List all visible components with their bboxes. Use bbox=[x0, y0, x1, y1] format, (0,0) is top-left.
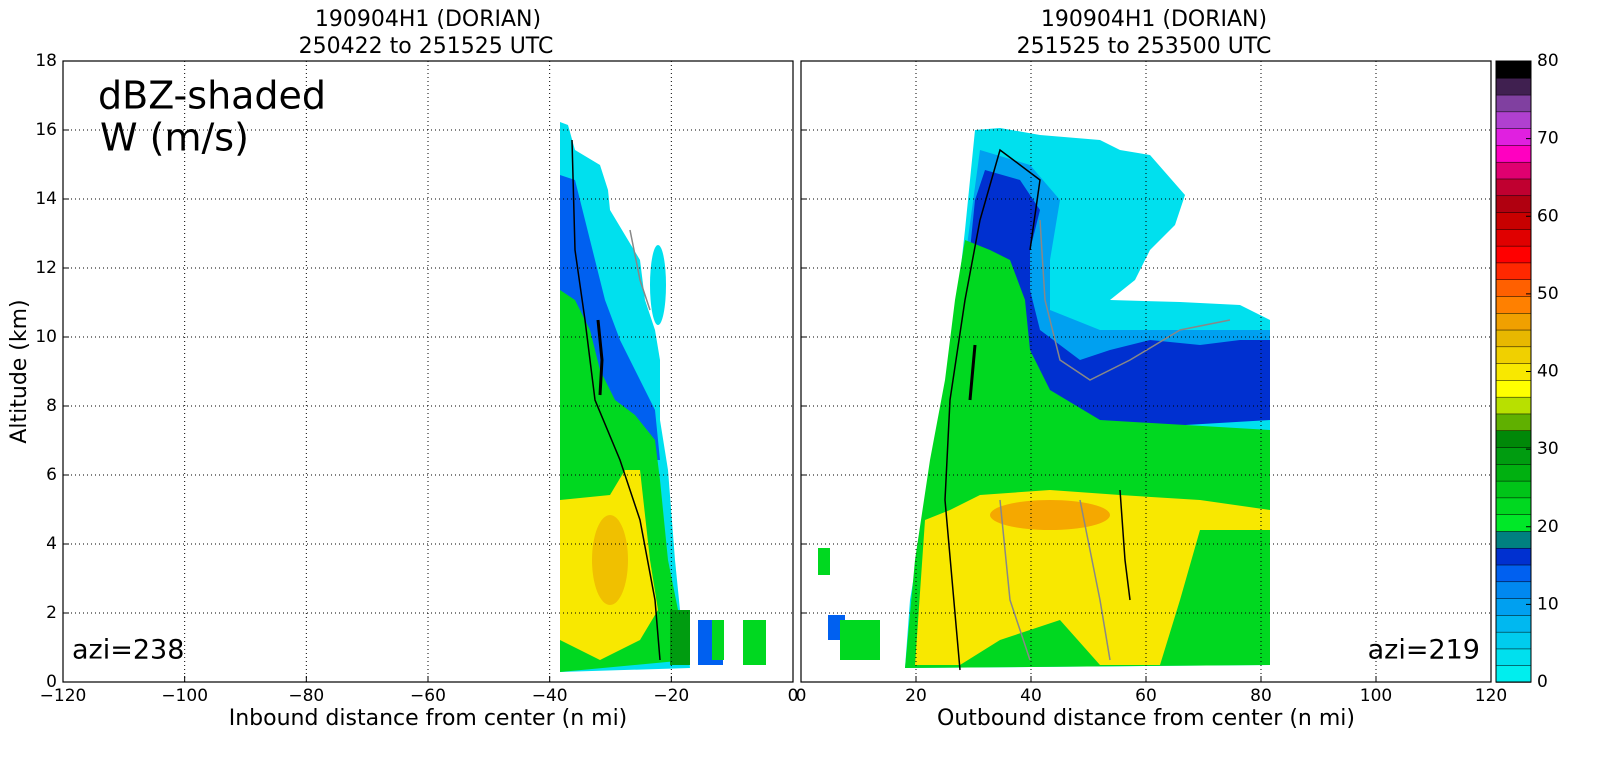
colorbar-tick-label: 0 bbox=[1537, 672, 1548, 692]
colorbar-band bbox=[1495, 463, 1532, 482]
colorbar-band bbox=[1495, 161, 1532, 180]
colorbar-tick-label: 20 bbox=[1537, 517, 1559, 537]
annotation: azi=219 bbox=[1368, 635, 1480, 666]
x-tick-label: 0 bbox=[788, 686, 799, 706]
colorbar-band bbox=[1495, 446, 1532, 465]
colorbar-band bbox=[1495, 312, 1532, 331]
x-tick-label: −60 bbox=[410, 686, 446, 706]
colorbar-tick-label: 30 bbox=[1537, 439, 1559, 459]
y-tick-label: 18 bbox=[35, 51, 57, 71]
x-tick-label: 60 bbox=[1135, 686, 1157, 706]
colorbar-tick-label: 40 bbox=[1537, 362, 1559, 382]
y-tick-label: 16 bbox=[35, 120, 57, 140]
annotation: azi=238 bbox=[72, 635, 184, 666]
x-tick-label: 40 bbox=[1020, 686, 1042, 706]
plot-frame bbox=[800, 60, 1492, 683]
y-tick-label: 4 bbox=[46, 534, 57, 554]
colorbar-tick-label: 10 bbox=[1537, 594, 1559, 614]
chart-title: 190904H1 (DORIAN) bbox=[315, 7, 541, 32]
colorbar-band bbox=[1495, 497, 1532, 515]
y-tick-label: 2 bbox=[46, 603, 57, 623]
colorbar-band bbox=[1495, 127, 1532, 146]
colorbar-band bbox=[1495, 211, 1532, 230]
colorbar-band bbox=[1495, 77, 1532, 96]
colorbar-band bbox=[1495, 362, 1532, 381]
x-tick-label: −120 bbox=[40, 686, 87, 706]
colorbar-band bbox=[1495, 195, 1532, 213]
x-axis-label: Inbound distance from center (n mi) bbox=[229, 706, 628, 731]
x-axis-label: Outbound distance from center (n mi) bbox=[937, 706, 1355, 731]
colorbar-tick-label: 50 bbox=[1537, 284, 1559, 304]
colorbar-band bbox=[1495, 379, 1532, 398]
colorbar-band bbox=[1495, 664, 1532, 683]
chart-subtitle: 251525 to 253500 UTC bbox=[1017, 34, 1272, 59]
colorbar-band bbox=[1495, 547, 1532, 566]
colorbar-band bbox=[1495, 597, 1532, 616]
colorbar-band bbox=[1495, 581, 1532, 599]
colorbar-band bbox=[1495, 111, 1532, 129]
colorbar-band bbox=[1495, 295, 1532, 314]
annotation: W (m/s) bbox=[100, 116, 249, 160]
colorbar-tick-label: 60 bbox=[1537, 206, 1559, 226]
colorbar-band bbox=[1495, 564, 1532, 583]
x-tick-label: 20 bbox=[905, 686, 927, 706]
colorbar-band bbox=[1495, 346, 1532, 364]
x-tick-label: 80 bbox=[1250, 686, 1272, 706]
colorbar-band bbox=[1495, 648, 1532, 666]
x-tick-label: 100 bbox=[1360, 686, 1392, 706]
colorbar-band bbox=[1495, 530, 1532, 549]
y-tick-label: 14 bbox=[35, 189, 57, 209]
x-tick-label: −20 bbox=[653, 686, 689, 706]
colorbar-band bbox=[1495, 329, 1532, 348]
colorbar-band bbox=[1495, 614, 1532, 633]
annotation: dBZ-shaded bbox=[98, 74, 326, 118]
y-tick-label: 6 bbox=[46, 465, 57, 485]
colorbar-band bbox=[1495, 631, 1532, 650]
plot-frame bbox=[62, 60, 794, 683]
y-tick-label: 10 bbox=[35, 327, 57, 347]
colorbar-band bbox=[1495, 429, 1532, 448]
x-tick-label: −80 bbox=[288, 686, 324, 706]
x-tick-label: 0 bbox=[796, 686, 807, 706]
y-axis-label: Altitude (km) bbox=[7, 299, 32, 443]
reflectivity-field bbox=[560, 122, 766, 672]
chart-subtitle: 250422 to 251525 UTC bbox=[299, 34, 554, 59]
colorbar-band bbox=[1495, 94, 1532, 113]
colorbar-tick-label: 80 bbox=[1537, 51, 1559, 71]
y-tick-label: 12 bbox=[35, 258, 57, 278]
colorbar-band bbox=[1495, 178, 1532, 197]
colorbar-band bbox=[1495, 60, 1532, 79]
colorbar-band bbox=[1495, 396, 1532, 415]
chart-title: 190904H1 (DORIAN) bbox=[1041, 7, 1267, 32]
colorbar-band bbox=[1495, 245, 1532, 264]
colorbar-band bbox=[1495, 262, 1532, 280]
y-tick-label: 0 bbox=[46, 672, 57, 692]
reflectivity-field bbox=[818, 128, 1270, 671]
colorbar-band bbox=[1495, 513, 1532, 532]
colorbar-band bbox=[1495, 480, 1532, 499]
x-tick-label: −40 bbox=[532, 686, 568, 706]
x-tick-label: −100 bbox=[161, 686, 208, 706]
y-tick-label: 8 bbox=[46, 396, 57, 416]
colorbar-band bbox=[1495, 144, 1532, 163]
colorbar-tick-label: 70 bbox=[1537, 129, 1559, 149]
x-tick-label: 120 bbox=[1475, 686, 1507, 706]
colorbar-band bbox=[1495, 413, 1532, 431]
colorbar-band bbox=[1495, 278, 1532, 297]
colorbar-band bbox=[1495, 228, 1532, 247]
